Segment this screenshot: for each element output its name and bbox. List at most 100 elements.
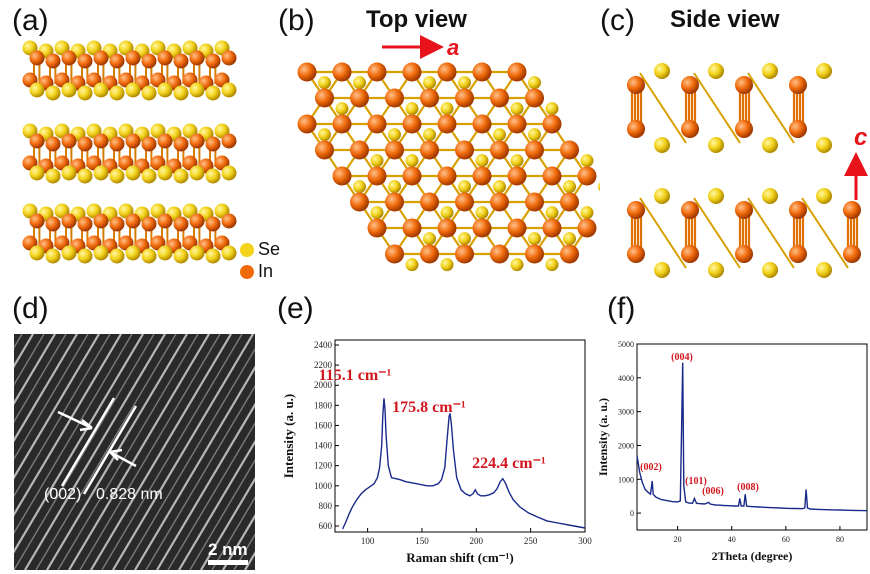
se-atom — [475, 206, 489, 220]
in-atom — [29, 133, 45, 149]
in-atom — [141, 216, 157, 232]
se-atom — [405, 102, 419, 116]
x-tick-label: 200 — [470, 536, 484, 546]
in-atom — [350, 140, 369, 160]
bond — [747, 72, 795, 144]
in-atom — [525, 88, 544, 108]
se-atom — [563, 180, 576, 194]
se-atom — [93, 245, 109, 261]
axis-c-label: c — [854, 124, 868, 151]
se-atom — [109, 85, 125, 101]
panel-c-label: (c) — [600, 4, 635, 37]
in-atom — [61, 50, 77, 66]
in-atom — [315, 88, 334, 108]
peak-label: (002) — [640, 462, 662, 473]
in-atom — [472, 218, 492, 238]
se-atom — [29, 245, 45, 261]
plot-frame — [636, 343, 868, 531]
in-atom — [507, 218, 527, 238]
lattice-fringe — [14, 334, 122, 517]
y-axis-label: Intensity (a. u.) — [596, 398, 610, 476]
se-atom-icon — [240, 242, 254, 257]
se-atom — [205, 85, 221, 101]
in-atom — [385, 140, 404, 160]
se-atom — [580, 206, 594, 220]
se-atom — [157, 82, 173, 98]
in-atom — [205, 216, 221, 232]
se-atom — [61, 245, 77, 261]
se-atom — [29, 82, 45, 98]
se-atom — [528, 76, 541, 90]
in-atom — [109, 136, 125, 152]
x-tick-label: 150 — [415, 536, 429, 546]
se-atom — [762, 188, 778, 204]
in-atom — [93, 133, 109, 149]
x-tick-label: 250 — [524, 536, 538, 546]
lattice-fringe — [14, 334, 45, 386]
se-atom — [563, 232, 576, 246]
in-atom — [93, 50, 109, 66]
in-atom — [472, 62, 492, 82]
in-atom — [297, 62, 317, 82]
bond — [639, 72, 687, 144]
in-atom — [29, 213, 45, 229]
in-atom — [490, 244, 509, 264]
y-tick-label: 2000 — [314, 380, 333, 390]
in-atom — [332, 114, 352, 134]
x-tick-label: 80 — [836, 535, 844, 544]
in-atom — [221, 213, 237, 229]
in-atom — [542, 114, 562, 134]
in-atom — [205, 53, 221, 69]
in-atom — [420, 88, 439, 108]
bond — [801, 197, 849, 269]
bond — [693, 72, 741, 144]
in-atom — [627, 120, 645, 138]
in-atom — [77, 216, 93, 232]
se-atom — [654, 63, 670, 79]
lattice-fringe — [256, 334, 265, 570]
in-atom — [385, 244, 404, 264]
se-atom — [388, 128, 401, 142]
lattice-fringe — [200, 476, 255, 570]
in-atom — [735, 76, 753, 94]
side-view-illustration — [627, 63, 868, 278]
in-atom — [681, 76, 699, 94]
x-tick-label: 60 — [782, 535, 790, 544]
y-tick-label: 1000 — [314, 481, 333, 491]
se-atom — [141, 168, 157, 184]
in-atom — [789, 76, 807, 94]
in-atom — [61, 213, 77, 229]
lattice-fringe — [35, 334, 177, 570]
se-atom — [173, 248, 189, 264]
y-tick-label: 0 — [630, 509, 634, 518]
in-atom — [525, 192, 544, 212]
in-atom — [402, 166, 422, 186]
lattice-fringe — [24, 334, 166, 570]
in-atom — [735, 201, 753, 219]
y-tick-label: 4000 — [618, 374, 634, 383]
lattice-fringe — [189, 459, 255, 570]
se-atom — [205, 168, 221, 184]
in-atom — [125, 50, 141, 66]
in-atom — [490, 192, 509, 212]
in-atom — [385, 88, 404, 108]
in-atom — [45, 216, 61, 232]
peak-label: (004) — [671, 352, 693, 363]
panel-e-label: (e) — [277, 292, 314, 325]
in-atom — [542, 218, 562, 238]
se-atom — [221, 165, 237, 181]
se-atom — [205, 248, 221, 264]
se-atom — [708, 188, 724, 204]
se-atom — [221, 82, 237, 98]
axis-a-label: a — [447, 35, 460, 60]
se-atom — [423, 128, 436, 142]
peak-label: 224.4 cm⁻¹ — [472, 455, 546, 472]
peak-label: (101) — [685, 476, 707, 487]
in-atom — [627, 245, 645, 263]
y-tick-label: 5000 — [618, 340, 634, 349]
y-tick-label: 3000 — [618, 408, 634, 417]
in-atom — [490, 140, 509, 160]
in-atom — [507, 62, 527, 82]
raman-chart: 100 150 200 250 300 600 800 1000 1200 1400 1600 180… — [281, 339, 592, 565]
y-tick-label: 800 — [319, 501, 333, 511]
